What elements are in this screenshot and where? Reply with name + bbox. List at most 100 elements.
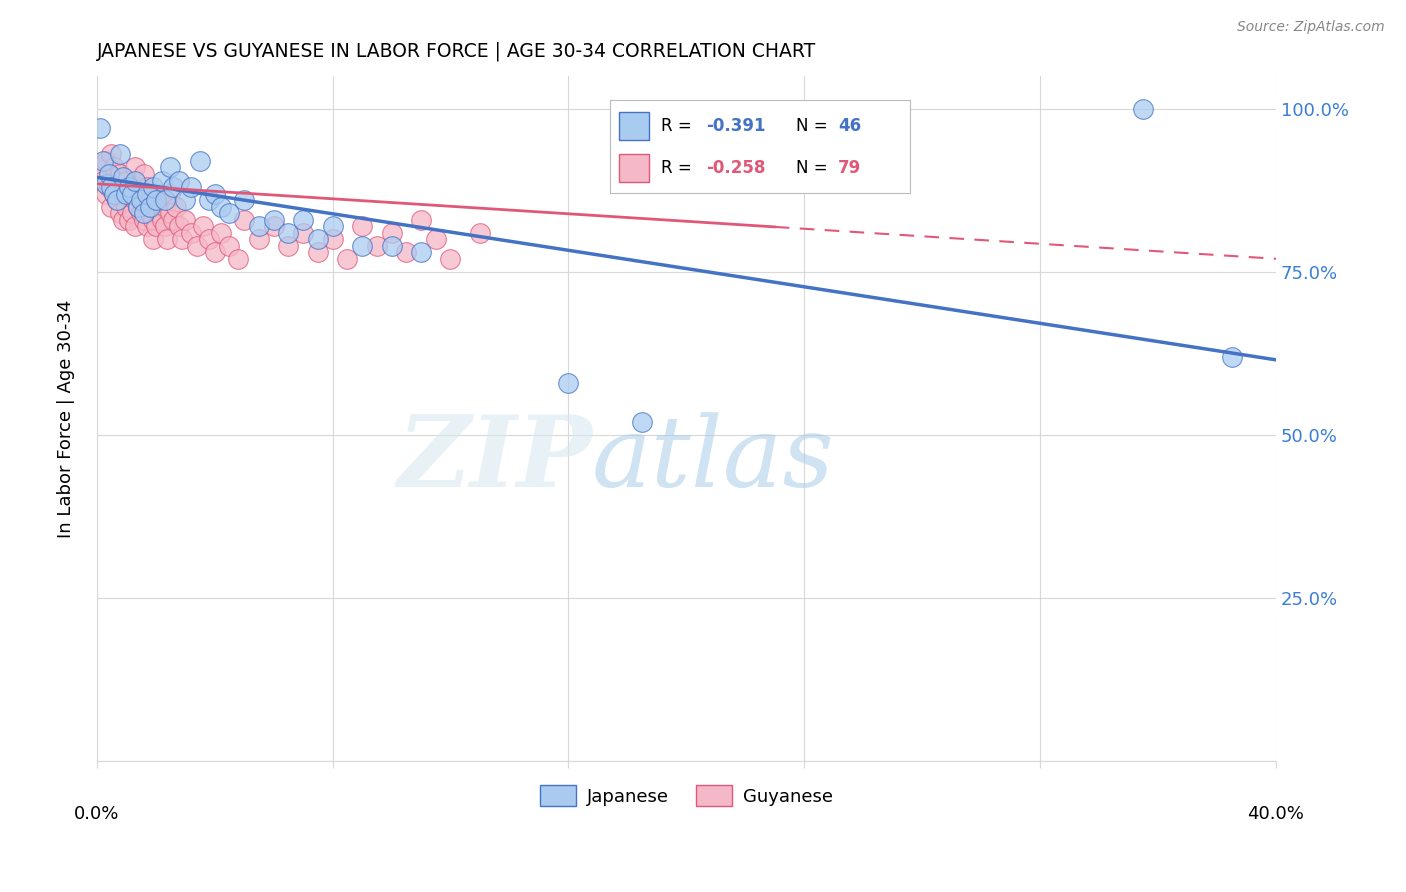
Point	[204, 186, 226, 201]
Point	[135, 219, 157, 234]
Point	[135, 186, 157, 201]
Point	[127, 180, 149, 194]
Point	[247, 232, 270, 246]
Point	[103, 186, 125, 201]
Point	[153, 219, 176, 234]
Text: 0.0%: 0.0%	[75, 805, 120, 823]
Point	[233, 193, 256, 207]
Point	[167, 173, 190, 187]
Point	[150, 193, 173, 207]
Point	[132, 206, 155, 220]
Legend: Japanese, Guyanese: Japanese, Guyanese	[533, 778, 839, 814]
Point	[142, 180, 165, 194]
Point	[139, 186, 162, 201]
Point	[129, 193, 152, 207]
Y-axis label: In Labor Force | Age 30-34: In Labor Force | Age 30-34	[58, 300, 75, 538]
Point	[263, 212, 285, 227]
Point	[322, 219, 344, 234]
Point	[145, 200, 167, 214]
Point	[153, 200, 176, 214]
Text: ZIP: ZIP	[396, 411, 592, 508]
Point	[132, 193, 155, 207]
Point	[425, 232, 447, 246]
Point	[191, 219, 214, 234]
Point	[110, 147, 132, 161]
Point	[153, 193, 176, 207]
Point	[409, 245, 432, 260]
Point	[121, 206, 143, 220]
Point	[124, 193, 146, 207]
Point	[89, 121, 111, 136]
Point	[110, 167, 132, 181]
Point	[103, 161, 125, 175]
Point	[162, 212, 184, 227]
Point	[124, 173, 146, 187]
Point	[145, 193, 167, 207]
Point	[110, 206, 132, 220]
Point	[167, 219, 190, 234]
Point	[350, 238, 373, 252]
Point	[159, 186, 181, 201]
Point	[112, 212, 135, 227]
Point	[468, 226, 491, 240]
Point	[112, 170, 135, 185]
Point	[139, 200, 162, 214]
Point	[132, 167, 155, 181]
Point	[127, 200, 149, 214]
Point	[148, 206, 170, 220]
Point	[218, 206, 240, 220]
Point	[159, 161, 181, 175]
Point	[226, 252, 249, 266]
Point	[94, 153, 117, 168]
Point	[277, 226, 299, 240]
Text: atlas: atlas	[592, 412, 835, 508]
Point	[197, 193, 219, 207]
Point	[135, 180, 157, 194]
Point	[142, 193, 165, 207]
Point	[121, 186, 143, 201]
Point	[218, 238, 240, 252]
Point	[115, 186, 138, 201]
Point	[121, 186, 143, 201]
Point	[115, 200, 138, 214]
Point	[336, 252, 359, 266]
Point	[188, 153, 211, 168]
Point	[409, 212, 432, 227]
Point	[103, 186, 125, 201]
Point	[89, 161, 111, 175]
Point	[1220, 350, 1243, 364]
Point	[124, 219, 146, 234]
Point	[142, 212, 165, 227]
Point	[100, 180, 122, 194]
Point	[142, 232, 165, 246]
Point	[97, 180, 120, 194]
Point	[94, 177, 117, 191]
Point	[307, 245, 329, 260]
Point	[127, 200, 149, 214]
Point	[380, 238, 402, 252]
Point	[233, 212, 256, 227]
Text: JAPANESE VS GUYANESE IN LABOR FORCE | AGE 30-34 CORRELATION CHART: JAPANESE VS GUYANESE IN LABOR FORCE | AG…	[97, 42, 815, 62]
Point	[322, 232, 344, 246]
Point	[172, 232, 194, 246]
Point	[129, 206, 152, 220]
Point	[132, 212, 155, 227]
Point	[165, 200, 187, 214]
Point	[145, 219, 167, 234]
Point	[263, 219, 285, 234]
Point	[148, 186, 170, 201]
Point	[100, 147, 122, 161]
Point	[91, 173, 114, 187]
Point	[115, 173, 138, 187]
Point	[124, 161, 146, 175]
Point	[350, 219, 373, 234]
Point	[209, 200, 232, 214]
Point	[105, 173, 128, 187]
Point	[209, 226, 232, 240]
Point	[159, 206, 181, 220]
Point	[112, 186, 135, 201]
Point	[150, 173, 173, 187]
Point	[180, 226, 202, 240]
Point	[292, 226, 315, 240]
Point	[380, 226, 402, 240]
